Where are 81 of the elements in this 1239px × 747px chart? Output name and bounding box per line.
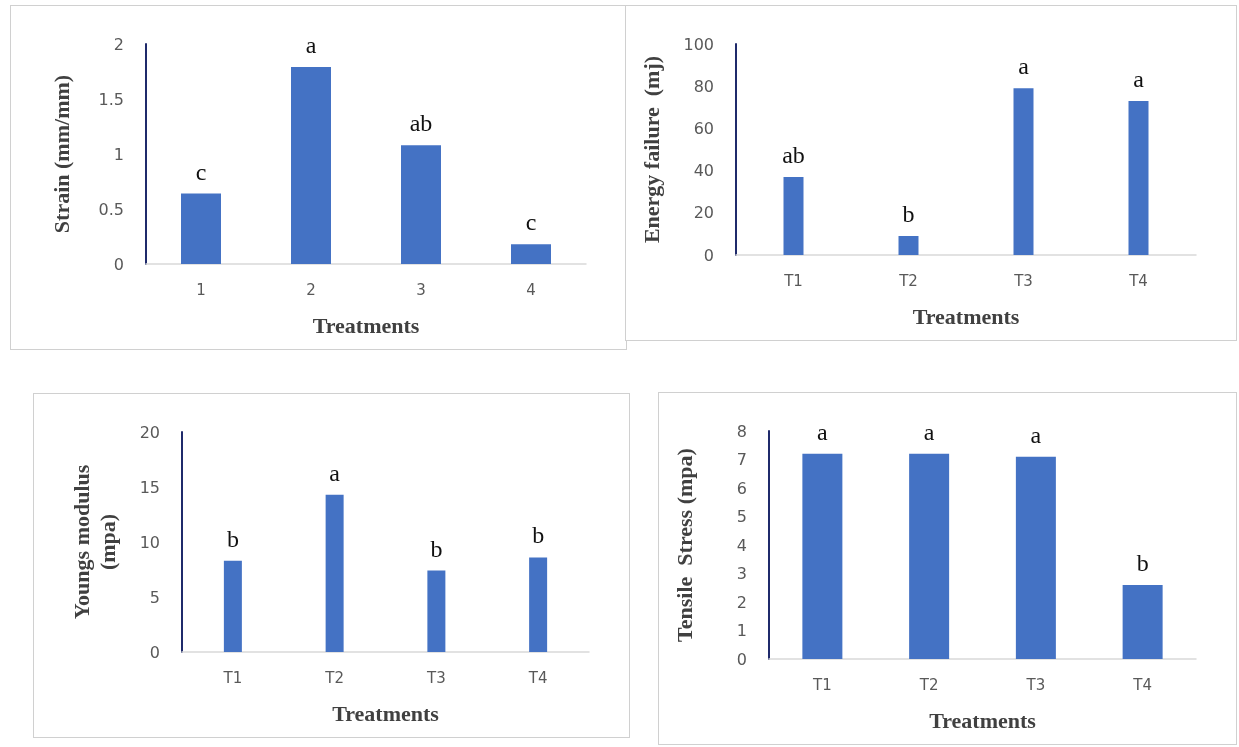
y-axis-title: Tensile Stress (mpa) bbox=[671, 448, 697, 642]
y-axis-title: Strain (mm/mm) bbox=[48, 74, 74, 234]
x-tick-label: T2 bbox=[918, 675, 939, 694]
y-axis-title: Youngs modulus (mpa) bbox=[68, 464, 120, 620]
bar bbox=[783, 176, 804, 255]
bar bbox=[909, 453, 950, 659]
y-tick-label: 0 bbox=[703, 245, 714, 265]
annotation: b bbox=[1136, 549, 1149, 576]
y-tick-label: 0 bbox=[113, 254, 124, 274]
x-axis-title: Treatments bbox=[332, 700, 440, 726]
annotation: a bbox=[305, 32, 317, 59]
bar bbox=[291, 67, 331, 264]
annotation: b bbox=[902, 201, 915, 228]
x-axis-title: Treatments bbox=[929, 707, 1037, 733]
annotation: a bbox=[1030, 421, 1042, 448]
x-tick-label: 1 bbox=[196, 280, 206, 299]
bar bbox=[401, 145, 441, 264]
x-tick-label: T4 bbox=[527, 668, 548, 687]
y-tick-label: 1.5 bbox=[98, 89, 124, 109]
y-tick-label: 5 bbox=[736, 507, 747, 526]
x-tick-label: T4 bbox=[1132, 675, 1152, 694]
x-tick-label: T1 bbox=[812, 675, 832, 694]
bar bbox=[427, 570, 446, 652]
y-tick-label: 0 bbox=[149, 642, 160, 662]
y-tick-label: 2 bbox=[736, 592, 747, 612]
y-tick-label: 1 bbox=[736, 621, 747, 640]
x-tick-label: T2 bbox=[324, 668, 344, 687]
bar bbox=[181, 193, 221, 264]
x-tick-label: 2 bbox=[306, 280, 316, 299]
y-tick-label: 15 bbox=[139, 477, 160, 497]
bar bbox=[1015, 456, 1056, 659]
x-tick-label: 3 bbox=[416, 280, 426, 299]
x-tick-label: 4 bbox=[526, 280, 536, 299]
y-tick-label: 2 bbox=[113, 34, 124, 54]
y-tick-label: 3 bbox=[736, 564, 747, 583]
bar bbox=[529, 557, 548, 652]
y-tick-label: 20 bbox=[139, 422, 160, 442]
y-tick-label: 20 bbox=[693, 203, 714, 223]
annotation: a bbox=[329, 459, 341, 486]
annotation: b bbox=[226, 525, 239, 552]
x-tick-label: T3 bbox=[1013, 271, 1033, 290]
x-tick-label: T1 bbox=[783, 271, 803, 290]
y-tick-label: 10 bbox=[139, 532, 160, 552]
bar bbox=[802, 453, 843, 659]
annotation: a bbox=[1018, 53, 1030, 80]
annotation: c bbox=[195, 158, 207, 185]
annotation: a bbox=[817, 418, 829, 445]
x-tick-label: T2 bbox=[898, 271, 918, 290]
y-axis-title: Energy failure (mj) bbox=[638, 55, 664, 244]
x-tick-label: T3 bbox=[426, 668, 446, 687]
annotation: a bbox=[1133, 65, 1145, 92]
annotation: b bbox=[532, 522, 545, 549]
annotation: a bbox=[923, 418, 935, 445]
x-tick-label: T1 bbox=[222, 668, 243, 687]
y-tick-label: 0.5 bbox=[98, 199, 124, 219]
y-tick-label: 8 bbox=[736, 421, 747, 441]
x-axis-title: Treatments bbox=[912, 303, 1020, 329]
y-tick-label: 7 bbox=[736, 450, 747, 469]
y-tick-label: 0 bbox=[736, 649, 747, 669]
y-tick-label: 40 bbox=[693, 161, 714, 181]
y-tick-label: 60 bbox=[693, 118, 714, 138]
y-tick-label: 5 bbox=[149, 587, 160, 607]
y-tick-label: 4 bbox=[736, 535, 747, 555]
bar bbox=[511, 244, 551, 264]
x-axis-title: Treatments bbox=[312, 312, 420, 338]
y-tick-label: 6 bbox=[736, 478, 747, 498]
bar bbox=[1122, 584, 1163, 659]
annotation: ab bbox=[409, 110, 433, 137]
annotation: b bbox=[430, 535, 443, 562]
bar bbox=[223, 560, 242, 652]
y-tick-label: 80 bbox=[693, 76, 714, 96]
bar bbox=[1128, 100, 1149, 255]
bar bbox=[898, 236, 919, 255]
annotation: ab bbox=[782, 141, 805, 168]
annotation: c bbox=[525, 209, 537, 236]
x-tick-label: T4 bbox=[1128, 271, 1148, 290]
y-tick-label: 1 bbox=[113, 144, 124, 164]
bar bbox=[325, 494, 344, 652]
x-tick-label: T3 bbox=[1025, 675, 1046, 694]
y-tick-label: 100 bbox=[683, 34, 714, 54]
bar bbox=[1013, 88, 1034, 255]
